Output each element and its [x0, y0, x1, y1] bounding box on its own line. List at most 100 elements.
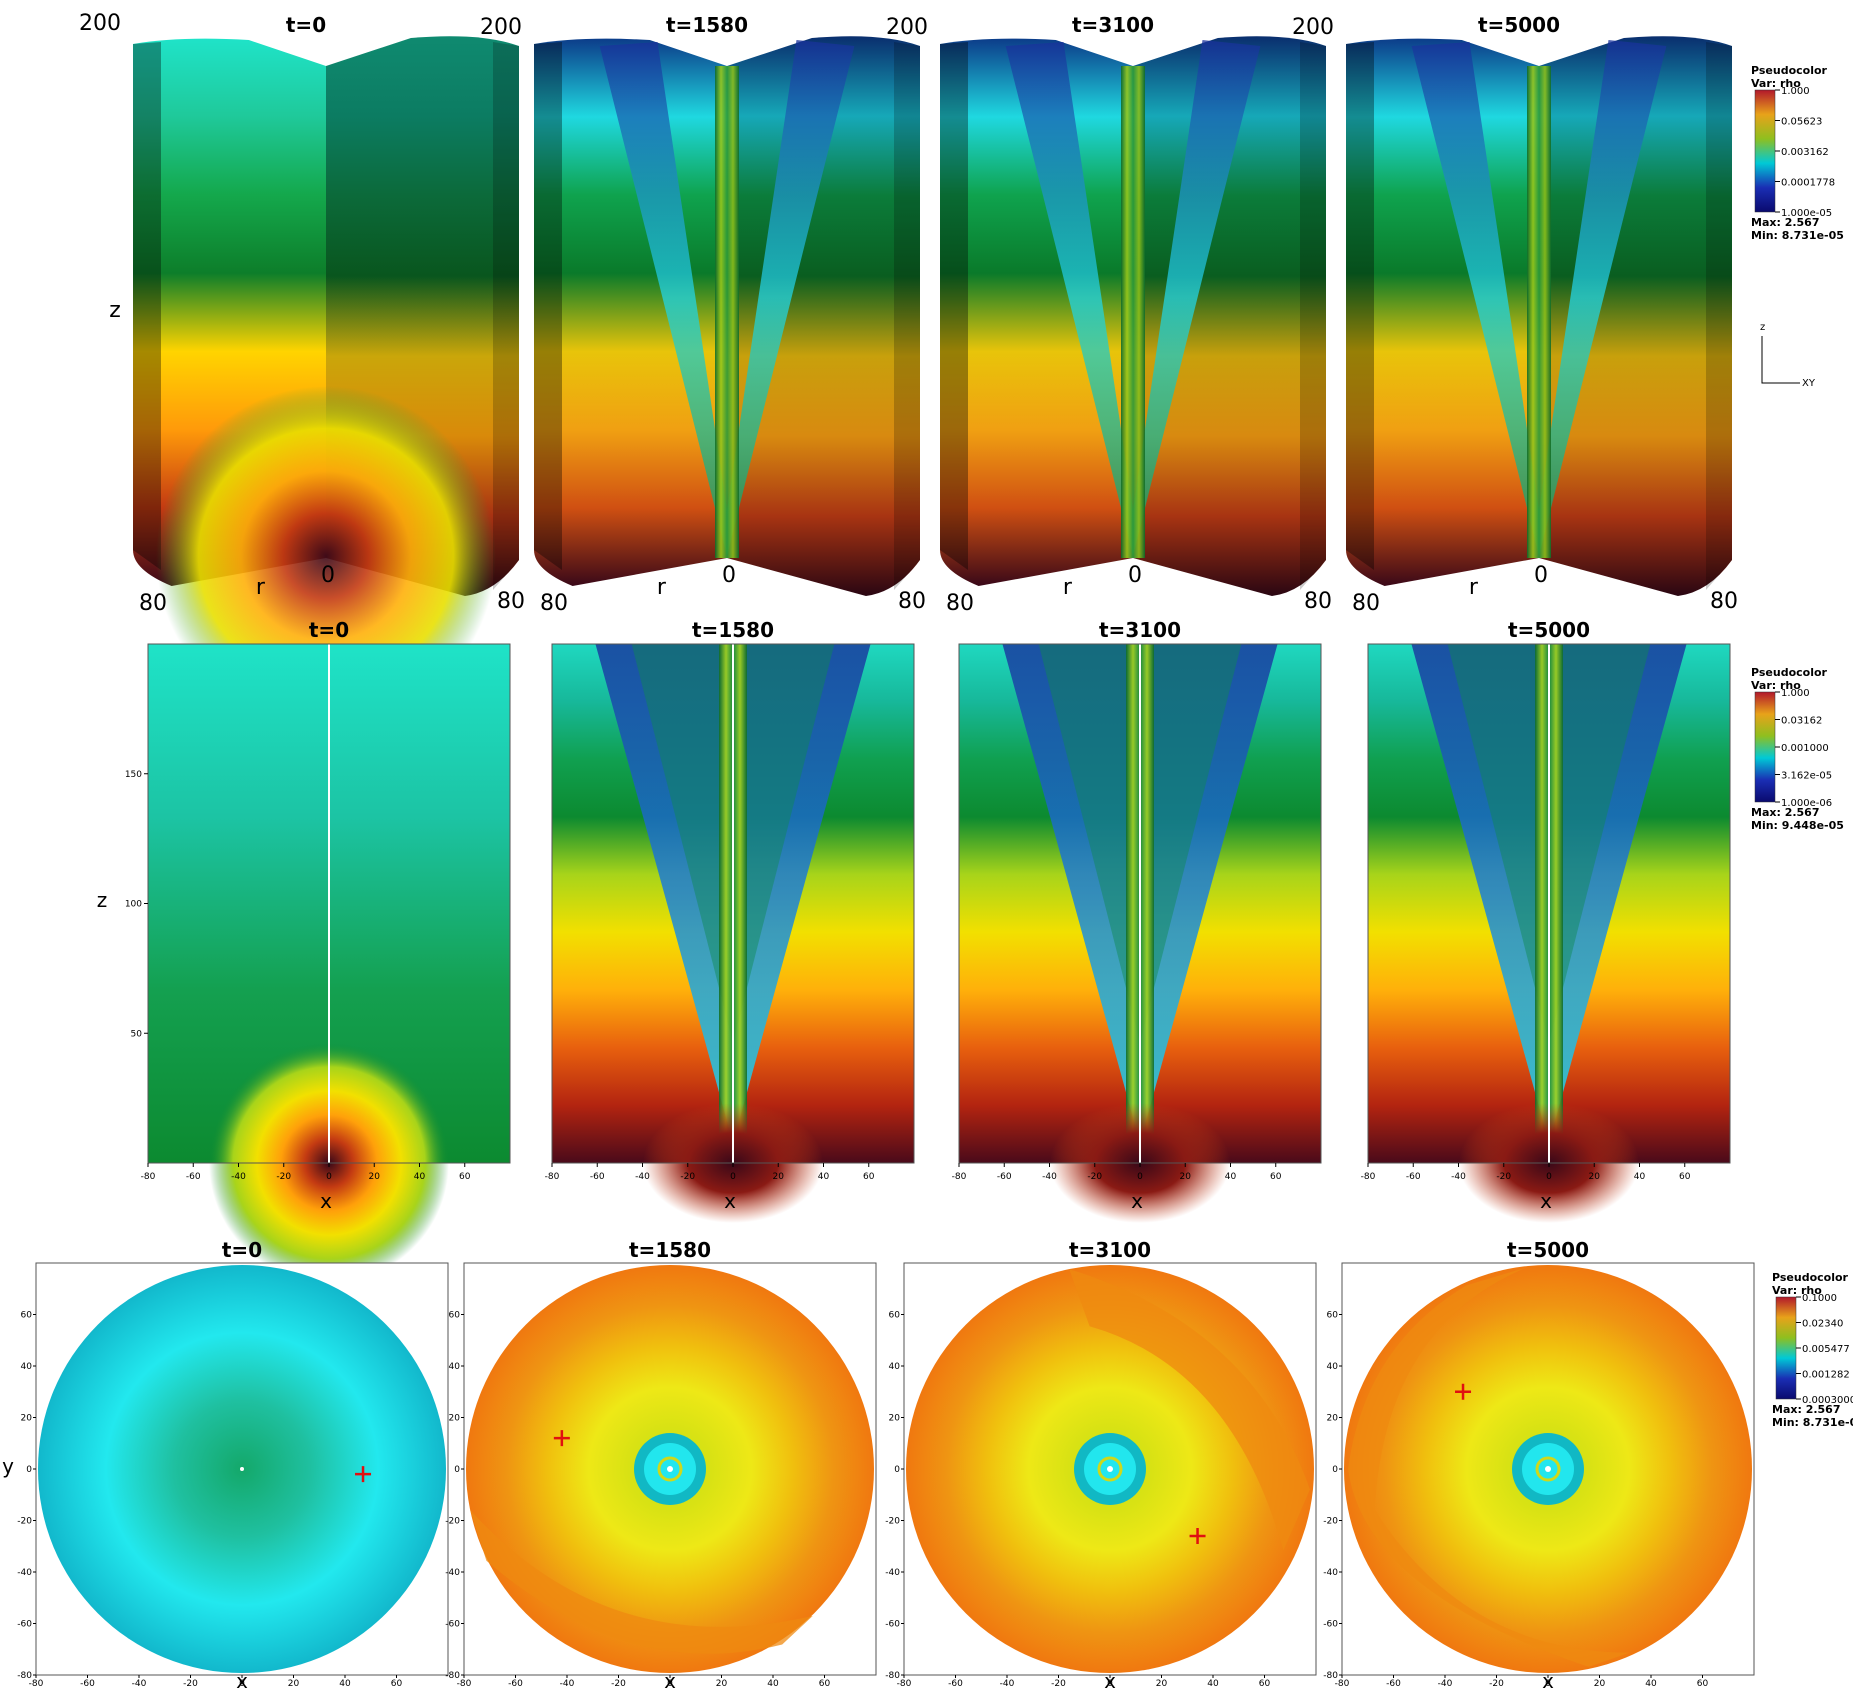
volume-edge-shade — [1346, 42, 1374, 570]
slice-panel-3: t=5000 -80 -60 -40 -20 0 20 40 60 x — [1361, 618, 1731, 1223]
colorbar-title: Pseudocolor — [1751, 666, 1828, 679]
z-max-label: 200 — [886, 15, 928, 40]
y-tick-label: -20 — [445, 1517, 460, 1527]
x-tick-label: 40 — [1225, 1172, 1237, 1182]
x-tick-label: -20 — [680, 1172, 695, 1182]
x-tick-label: -80 — [952, 1172, 967, 1182]
panel-title: t=0 — [286, 13, 326, 37]
y-tick-label: 50 — [131, 1029, 143, 1039]
x-tick-label: -80 — [1335, 1679, 1350, 1688]
x-tick-label: -80 — [545, 1172, 560, 1182]
x-axis-label: x — [236, 1669, 248, 1688]
panel-title: t=3100 — [1099, 618, 1181, 642]
x-axis-label: x — [1104, 1669, 1116, 1688]
y-tick-label: -60 — [1323, 1620, 1338, 1630]
x-tick-label: 40 — [1634, 1172, 1646, 1182]
x-tick-label: 60 — [1697, 1679, 1709, 1688]
panel-title: t=5000 — [1478, 13, 1560, 37]
colorbar-tick-label: 0.0001778 — [1781, 178, 1835, 189]
jet-cone — [599, 40, 855, 556]
volume-edge-shade — [534, 42, 562, 570]
x-tick-label: 0 — [326, 1172, 332, 1182]
colorbar-tick-label: 0.05623 — [1781, 117, 1822, 128]
x-tick-label: -80 — [141, 1172, 156, 1182]
x-axis-label: x — [664, 1669, 676, 1688]
disk-center — [240, 1467, 244, 1471]
r-left-label: 80 — [1352, 591, 1380, 616]
panel-title: t=0 — [222, 1238, 262, 1262]
disk-center — [1545, 1466, 1551, 1472]
y-axis-label: y — [2, 1454, 14, 1478]
y-tick-label: 0 — [454, 1465, 460, 1475]
colorbar-tick-label: 0.0003000 — [1802, 1395, 1853, 1406]
volume-panel-1: t=1580 200 80 r 0 80 — [480, 13, 926, 616]
x-tick-label: -60 — [590, 1172, 605, 1182]
x-tick-label: 40 — [818, 1172, 830, 1182]
y-tick-label: -80 — [885, 1671, 900, 1681]
r-right-label: 80 — [1710, 589, 1738, 614]
r-axis-label: r — [657, 575, 667, 600]
y-tick-label: -40 — [1323, 1568, 1338, 1578]
x-tick-label: 20 — [369, 1172, 381, 1182]
x-tick-label: -40 — [132, 1679, 147, 1688]
z-axis-label: z — [109, 298, 121, 323]
origin-label: 0 — [722, 563, 736, 588]
x-tick-label: 40 — [414, 1172, 426, 1182]
y-tick-label: 60 — [1327, 1311, 1339, 1321]
volume-right-face — [1539, 36, 1732, 596]
r-axis-label: r — [1469, 575, 1479, 600]
colorbar-tick-label: 0.001000 — [1781, 743, 1829, 754]
colorbar-tick-label: 3.162e-05 — [1781, 771, 1832, 782]
y-tick-label: -60 — [17, 1620, 32, 1630]
panel-title: t=5000 — [1507, 1238, 1589, 1262]
slice-panel-1: t=1580 -80 -60 -40 -20 0 20 40 60 x — [545, 618, 915, 1223]
x-tick-label: 20 — [1589, 1172, 1601, 1182]
x-tick-label: -60 — [1386, 1679, 1401, 1688]
x-tick-label: 40 — [339, 1679, 351, 1688]
x-tick-label: 60 — [1679, 1172, 1691, 1182]
x-tick-label: -60 — [1406, 1172, 1421, 1182]
x-tick-label: -40 — [1000, 1679, 1015, 1688]
y-tick-label: 0 — [894, 1465, 900, 1475]
x-axis-label: x — [1131, 1189, 1143, 1213]
volume-panel-2: t=3100 200 80 r 0 80 — [886, 13, 1332, 616]
y-tick-label: -40 — [17, 1568, 32, 1578]
y-tick-label: -20 — [17, 1517, 32, 1527]
x-tick-label: -80 — [29, 1679, 44, 1688]
r-axis-label: r — [1063, 575, 1073, 600]
core-glow — [156, 386, 496, 726]
volume-panel-0: t=0 200 80 r 0 80 z — [79, 11, 525, 726]
colorbar-tick-label: 1.000e-06 — [1781, 798, 1832, 809]
y-tick-label: 40 — [449, 1362, 461, 1372]
x-tick-label: -60 — [186, 1172, 201, 1182]
x-tick-label: -40 — [231, 1172, 246, 1182]
volume-edge-shade — [1300, 42, 1326, 590]
colorbar-tick-label: 1.000 — [1781, 688, 1810, 699]
volume-edge-shade — [894, 42, 920, 590]
colorbar-tick-label: 0.1000 — [1802, 1293, 1837, 1304]
y-tick-label: -20 — [885, 1517, 900, 1527]
x-tick-label: 20 — [773, 1172, 785, 1182]
volume-right-face — [1133, 36, 1326, 596]
disk-panel-0: t=0 -80 -60 -40 -20 0 20 40 60 -80 -60 -40 -20 0 20 40 6… — [17, 1238, 449, 1688]
x-tick-label: -20 — [183, 1679, 198, 1688]
y-tick-label: 60 — [449, 1311, 461, 1321]
y-tick-label: 20 — [1327, 1414, 1339, 1424]
x-tick-label: 0 — [239, 1679, 245, 1688]
z-max-label: 200 — [79, 11, 121, 36]
colorbar-max: Max: 2.567 — [1751, 806, 1820, 819]
r-left-label: 80 — [139, 591, 167, 616]
x-tick-label: -20 — [1496, 1172, 1511, 1182]
y-tick-label: -80 — [1323, 1671, 1338, 1681]
slice-panel-0: t=0 -80 -60 -40 -20 0 20 40 60 x 50 100 150 z — [97, 618, 511, 1283]
x-tick-label: 40 — [1207, 1679, 1219, 1688]
colorbar-tick-label: 0.005477 — [1802, 1344, 1850, 1355]
x-tick-label: -60 — [80, 1679, 95, 1688]
inner-ring-core — [657, 1456, 683, 1482]
origin-label: 0 — [1128, 563, 1142, 588]
x-tick-label: 60 — [459, 1172, 471, 1182]
x-tick-label: -40 — [1042, 1172, 1057, 1182]
jet-spine — [715, 66, 739, 558]
volume-left-face — [940, 38, 1133, 586]
